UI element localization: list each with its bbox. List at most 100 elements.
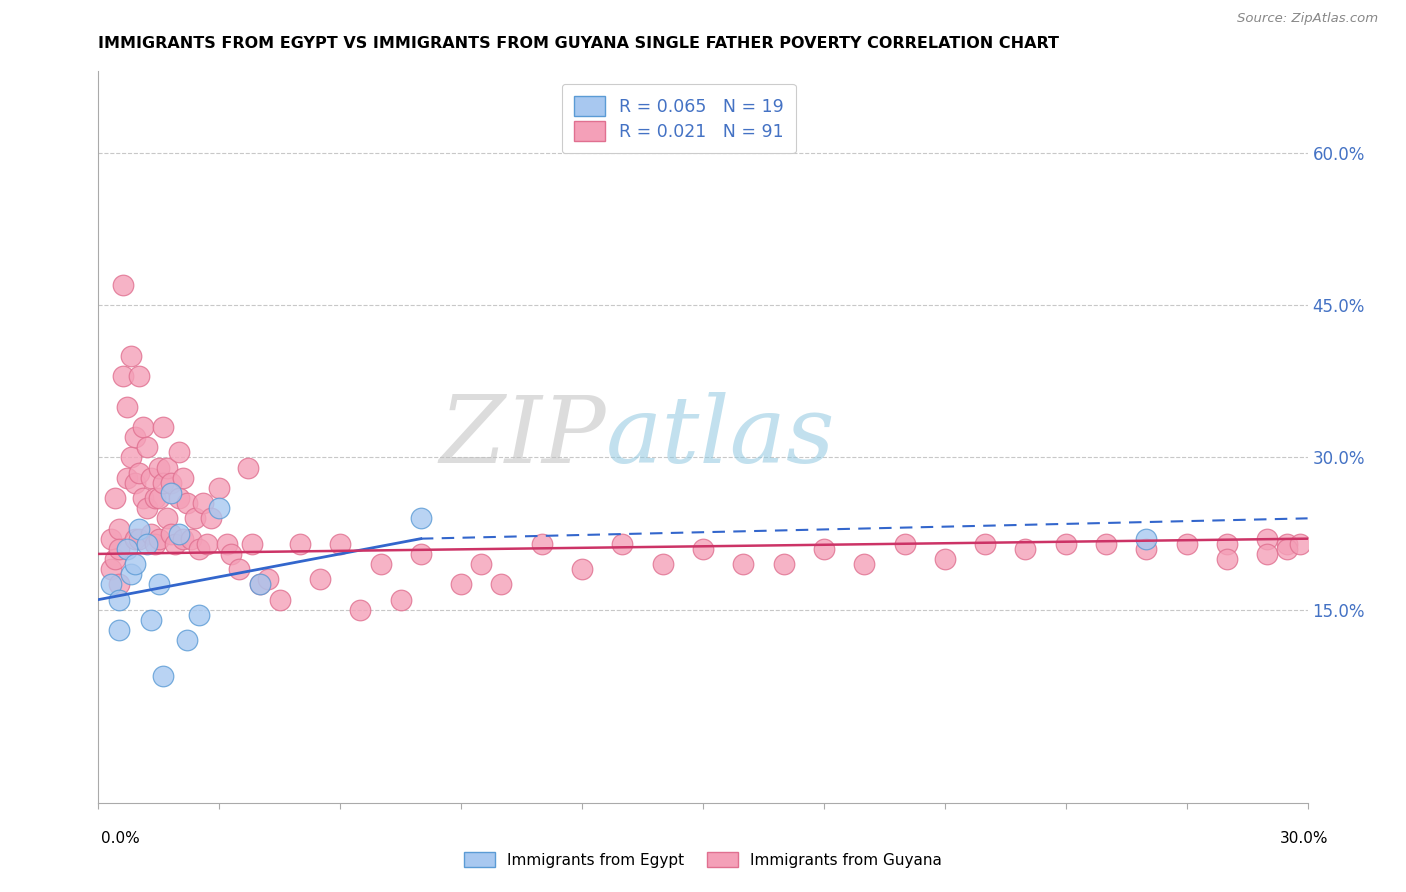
Point [269, 592, 291, 607]
Point [128, 521, 150, 535]
Point [184, 511, 207, 525]
Point [329, 537, 352, 551]
Point [139, 526, 162, 541]
Point [217, 537, 239, 551]
Point [236, 460, 259, 475]
Point [115, 400, 138, 414]
Point [733, 557, 755, 571]
Point [124, 532, 146, 546]
Point [249, 577, 271, 591]
Point [103, 491, 125, 505]
Point [156, 511, 179, 525]
Point [100, 577, 122, 591]
Point [143, 491, 166, 505]
Point [115, 541, 138, 556]
Point [107, 577, 129, 591]
Point [612, 537, 634, 551]
Text: Source: ZipAtlas.com: Source: ZipAtlas.com [1237, 12, 1378, 25]
Point [167, 526, 190, 541]
Point [571, 562, 593, 576]
Point [107, 592, 129, 607]
Point [115, 471, 138, 485]
Point [200, 511, 222, 525]
Point [1014, 541, 1036, 556]
Point [132, 491, 155, 505]
Point [135, 537, 157, 551]
Legend: R = 0.065   N = 19, R = 0.021   N = 91: R = 0.065 N = 19, R = 0.021 N = 91 [562, 84, 796, 153]
Point [148, 460, 170, 475]
Point [389, 592, 412, 607]
Point [120, 450, 142, 465]
Point [349, 603, 371, 617]
Point [208, 481, 231, 495]
Point [103, 552, 125, 566]
Point [163, 537, 186, 551]
Point [1256, 532, 1278, 546]
Point [160, 475, 183, 490]
Point [107, 541, 129, 556]
Point [156, 460, 179, 475]
Point [172, 532, 194, 546]
Point [1135, 541, 1157, 556]
Point [1054, 537, 1077, 551]
Text: 30.0%: 30.0% [1281, 831, 1329, 846]
Point [1095, 537, 1118, 551]
Point [228, 562, 250, 576]
Point [107, 623, 129, 637]
Point [143, 537, 166, 551]
Point [249, 577, 271, 591]
Point [120, 567, 142, 582]
Point [772, 557, 794, 571]
Point [128, 369, 150, 384]
Point [208, 501, 231, 516]
Point [128, 466, 150, 480]
Point [530, 537, 553, 551]
Point [1216, 552, 1239, 566]
Point [100, 532, 122, 546]
Point [309, 572, 332, 586]
Point [188, 607, 211, 622]
Point [1216, 537, 1239, 551]
Point [853, 557, 876, 571]
Point [111, 277, 134, 292]
Point [651, 557, 673, 571]
Point [193, 496, 215, 510]
Point [409, 511, 432, 525]
Point [240, 537, 263, 551]
Point [370, 557, 392, 571]
Point [148, 577, 170, 591]
Legend: Immigrants from Egypt, Immigrants from Guyana: Immigrants from Egypt, Immigrants from G… [457, 844, 949, 875]
Point [470, 557, 492, 571]
Point [128, 532, 150, 546]
Point [188, 541, 211, 556]
Point [107, 521, 129, 535]
Point [172, 471, 194, 485]
Point [221, 547, 243, 561]
Point [111, 369, 134, 384]
Point [1288, 537, 1310, 551]
Point [195, 537, 218, 551]
Point [124, 475, 146, 490]
Point [167, 491, 190, 505]
Point [256, 572, 278, 586]
Point [152, 420, 174, 434]
Point [152, 475, 174, 490]
Point [1277, 537, 1299, 551]
Point [450, 577, 472, 591]
Point [124, 557, 146, 571]
Point [148, 532, 170, 546]
Point [148, 491, 170, 505]
Point [813, 541, 835, 556]
Point [1175, 537, 1198, 551]
Point [160, 526, 183, 541]
Text: ZIP: ZIP [440, 392, 606, 482]
Point [409, 547, 432, 561]
Point [100, 562, 122, 576]
Point [167, 445, 190, 459]
Point [1256, 547, 1278, 561]
Point [135, 440, 157, 454]
Point [692, 541, 714, 556]
Point [152, 669, 174, 683]
Point [893, 537, 915, 551]
Text: IMMIGRANTS FROM EGYPT VS IMMIGRANTS FROM GUYANA SINGLE FATHER POVERTY CORRELATIO: IMMIGRANTS FROM EGYPT VS IMMIGRANTS FROM… [98, 36, 1059, 51]
